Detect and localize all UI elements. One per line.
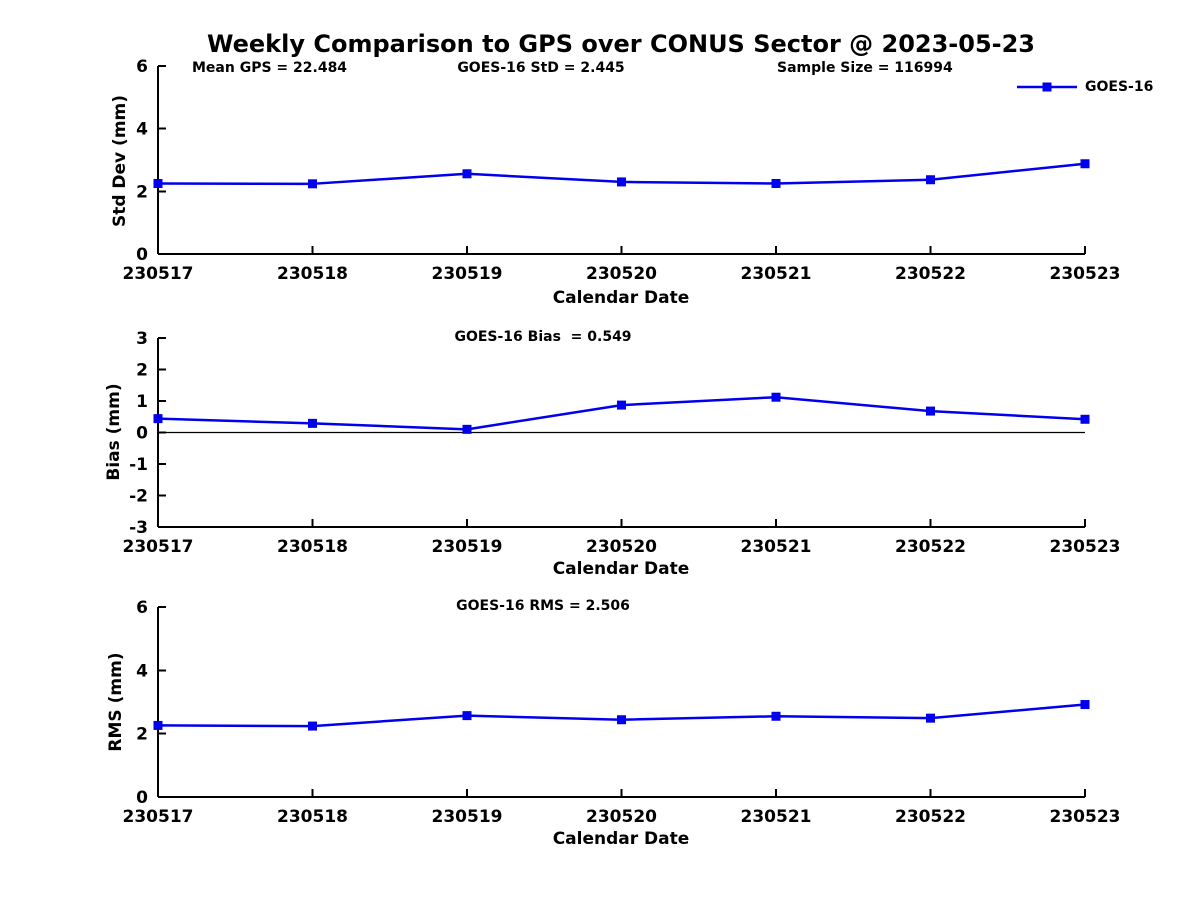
rms-point-marker xyxy=(617,715,626,725)
stddev-point-marker xyxy=(153,179,163,188)
bias-x-axis-label: Calendar Date xyxy=(552,559,690,579)
legend-label: GOES-16 xyxy=(1085,79,1154,95)
rms-plot: 0 2 4 6 230517 230518 230519 230520 230521 230522… xyxy=(123,598,1121,827)
x-tick-label: 230518 xyxy=(277,807,348,827)
rms-point-marker xyxy=(926,713,935,723)
y-tick-label: -2 xyxy=(129,487,148,507)
x-tick-label: 230520 xyxy=(586,807,657,827)
y-tick-label: 2 xyxy=(136,361,148,381)
y-tick-label: 3 xyxy=(136,329,148,349)
stddev-point-marker xyxy=(771,179,781,188)
rms-point-marker xyxy=(308,721,317,731)
x-tick-label: 230522 xyxy=(895,807,966,827)
y-tick-label: 0 xyxy=(136,788,148,808)
bias-subplot-title: GOES-16 Bias = 0.549 xyxy=(454,329,632,345)
x-tick-label: 230519 xyxy=(432,264,503,284)
rms-y-axis-label: RMS (mm) xyxy=(106,652,126,752)
bias-point-marker xyxy=(617,400,626,410)
x-tick-label: 230520 xyxy=(586,537,657,557)
bias-point-marker xyxy=(926,406,935,416)
x-tick-label: 230519 xyxy=(432,807,503,827)
x-tick-label: 230517 xyxy=(123,807,194,827)
stddev-point-marker xyxy=(462,169,472,179)
bias-point-marker xyxy=(462,424,472,434)
annotation-mean-gps: Mean GPS = 22.484 xyxy=(192,60,348,76)
y-tick-label: 6 xyxy=(136,598,148,618)
rms-point-marker xyxy=(1080,700,1090,710)
rms-x-axis-label: Calendar Date xyxy=(552,829,690,849)
rms-point-marker xyxy=(153,720,163,730)
y-tick-label: 4 xyxy=(136,120,148,140)
x-tick-label: 230521 xyxy=(741,264,812,284)
y-tick-label: -1 xyxy=(129,455,148,475)
x-tick-label: 230521 xyxy=(741,537,812,557)
y-tick-label: 4 xyxy=(136,661,148,681)
rms-subplot-title: GOES-16 RMS = 2.506 xyxy=(456,598,630,614)
y-tick-label: -3 xyxy=(129,518,148,538)
annotation-sample-size: Sample Size = 116994 xyxy=(777,60,953,76)
rms-point-marker xyxy=(771,711,781,721)
bias-y-axis-label: Bias (mm) xyxy=(104,383,124,481)
stddev-point-marker xyxy=(308,179,317,189)
stddev-point-marker xyxy=(617,177,626,187)
y-tick-label: 6 xyxy=(136,57,148,77)
bias-point-marker xyxy=(308,418,317,428)
stddev-x-axis-label: Calendar Date xyxy=(552,288,690,308)
x-tick-label: 230522 xyxy=(895,264,966,284)
figure-title: Weekly Comparison to GPS over CONUS Sect… xyxy=(206,30,1036,58)
y-tick-label: 2 xyxy=(136,182,148,202)
x-tick-label: 230519 xyxy=(432,537,503,557)
annotation-goes16-std: GOES-16 StD = 2.445 xyxy=(457,60,625,76)
x-tick-label: 230520 xyxy=(586,264,657,284)
x-tick-label: 230523 xyxy=(1050,807,1121,827)
y-tick-label: 2 xyxy=(136,725,148,745)
x-tick-label: 230518 xyxy=(277,537,348,557)
x-tick-label: 230517 xyxy=(123,537,194,557)
y-tick-label: 0 xyxy=(136,424,148,444)
stddev-y-axis-label: Std Dev (mm) xyxy=(110,94,130,228)
legend: GOES-16 xyxy=(1016,79,1153,95)
stddev-point-marker xyxy=(926,175,935,185)
bias-point-marker xyxy=(771,392,781,402)
bias-point-marker xyxy=(153,414,163,424)
stddev-plot: 0 2 4 6 230517 230518 230519 230520 230521 230522… xyxy=(123,57,1121,284)
y-tick-label: 1 xyxy=(136,392,148,412)
rms-point-marker xyxy=(462,711,472,721)
legend-line-swatch-icon xyxy=(1017,82,1077,92)
x-tick-label: 230518 xyxy=(277,264,348,284)
x-tick-label: 230523 xyxy=(1050,537,1121,557)
x-tick-label: 230517 xyxy=(123,264,194,284)
x-tick-label: 230522 xyxy=(895,537,966,557)
x-tick-label: 230523 xyxy=(1050,264,1121,284)
bias-point-marker xyxy=(1080,414,1090,424)
stddev-point-marker xyxy=(1080,159,1090,169)
y-tick-label: 0 xyxy=(136,245,148,265)
x-tick-label: 230521 xyxy=(741,807,812,827)
